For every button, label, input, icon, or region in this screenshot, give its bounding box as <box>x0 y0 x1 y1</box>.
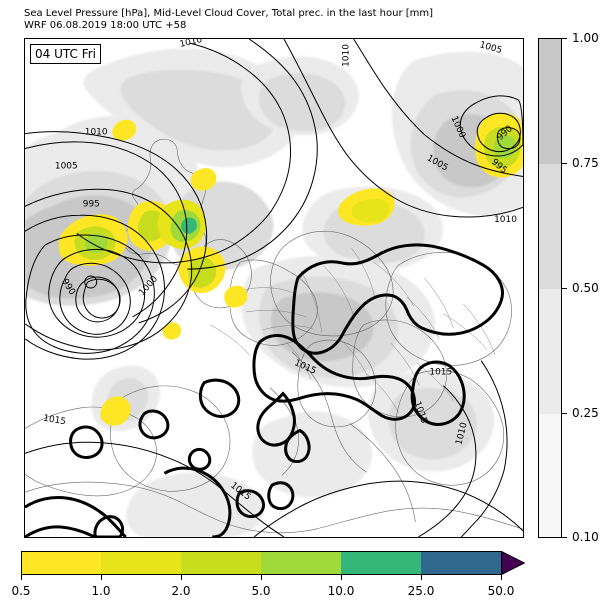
cloud-cover-segment-1 <box>539 39 561 164</box>
cloud-cover-tick-4 <box>562 413 567 414</box>
map-svg: 1010 1010 1005 1010 1005 995 990 1000 10… <box>25 39 523 537</box>
precip-tick-2 <box>101 575 102 580</box>
precip-label-4: 5.0 <box>251 584 271 598</box>
precip-colorbar-border <box>21 551 502 575</box>
precip-color-5 <box>341 551 421 575</box>
coastline-layer <box>25 138 523 534</box>
precip-color-7 <box>501 551 525 575</box>
precip-tick-6 <box>421 575 422 580</box>
cloud-cover-label-2: 0.75 <box>572 156 599 170</box>
precip-tick-1 <box>21 575 22 580</box>
title-line-1: Sea Level Pressure [hPa], Mid-Level Clou… <box>24 8 434 19</box>
map-title: Sea Level Pressure [hPa], Mid-Level Clou… <box>24 8 524 32</box>
border-layer <box>210 248 496 413</box>
precip-colorbar <box>21 551 526 575</box>
cloud-cover-label-4: 0.25 <box>572 406 599 420</box>
thick-1015-layer <box>25 243 504 537</box>
cloud-cover-label-5: 0.10 <box>572 530 599 544</box>
precip-color-4 <box>261 551 341 575</box>
time-label-box: 04 UTC Fri <box>30 44 101 64</box>
precip-label-2: 1.0 <box>91 584 111 598</box>
precip-color-1 <box>21 551 101 575</box>
title-line-2: WRF 06.08.2019 18:00 UTC +58 <box>24 20 187 31</box>
precip-label-6: 25.0 <box>407 584 435 598</box>
cloud-cover-tick-2 <box>562 163 567 164</box>
pressure-label-4: 1010 <box>85 128 108 138</box>
precip-label-3: 2.0 <box>171 584 191 598</box>
precip-tick-5 <box>341 575 342 580</box>
precip-tick-3 <box>181 575 182 580</box>
cloud-cover-segment-3 <box>539 289 561 414</box>
cloud-cover-tick-1 <box>562 38 567 39</box>
cloud-cover-segment-2 <box>539 164 561 289</box>
pressure-contours <box>25 39 523 537</box>
pressure-label-15: 1015 <box>429 368 452 378</box>
map-panel: 1010 1010 1005 1010 1005 995 990 1000 10… <box>24 38 524 538</box>
pressure-label-13: 1010 <box>494 215 517 225</box>
cloud-cover-colorbar <box>538 38 562 538</box>
cloud-cover-tick-3 <box>562 288 567 289</box>
precip-label-1: 0.5 <box>11 584 31 598</box>
cloud-cover-tick-5 <box>562 537 567 538</box>
precip-color-2 <box>101 551 181 575</box>
precip-tick-7 <box>501 575 502 580</box>
cloud-cover-segment-4 <box>539 414 561 537</box>
cloud-cover-label-1: 1.00 <box>572 31 599 45</box>
precip-colorbar-extension-border <box>501 551 526 575</box>
precip-tick-4 <box>261 575 262 580</box>
cloud-cover-label-3: 0.50 <box>572 281 599 295</box>
precip-label-7: 50.0 <box>487 584 515 598</box>
precip-label-5: 10.0 <box>327 584 355 598</box>
pressure-label-2: 1010 <box>342 44 352 67</box>
pressure-label-17: 1015 <box>42 414 66 428</box>
pressure-label-1: 1010 <box>179 39 204 50</box>
pressure-label-3: 1005 <box>55 161 78 171</box>
precip-color-6 <box>421 551 501 575</box>
pressure-label-6: 995 <box>83 199 100 209</box>
precip-layer <box>58 112 523 426</box>
precip-colorbar-svg <box>21 551 526 575</box>
precip-color-3 <box>181 551 261 575</box>
